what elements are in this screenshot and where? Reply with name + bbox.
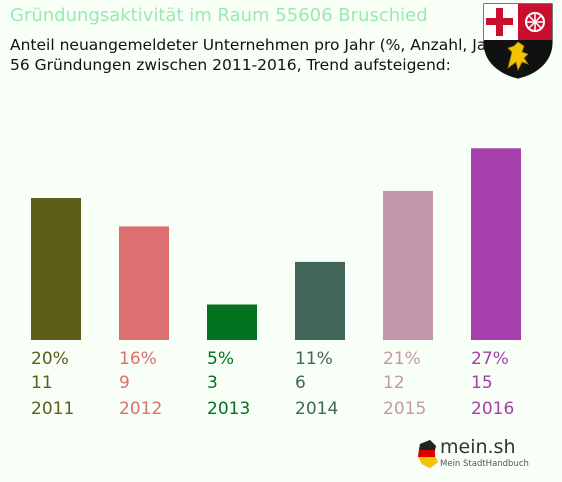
bar-2011	[31, 198, 81, 340]
rhineland-palatinate-coat-of-arms-icon	[483, 3, 553, 79]
bar-2016	[471, 148, 521, 340]
count-label-2011: 11	[31, 373, 53, 393]
logo-tagline: Mein StadtHandbuch	[440, 459, 529, 469]
count-label-2015: 12	[383, 373, 405, 393]
percent-label-2012: 16%	[119, 349, 157, 369]
year-label-2011: 2011	[31, 399, 74, 419]
percent-label-2016: 27%	[471, 349, 509, 369]
mein-sh-logo	[417, 439, 439, 469]
germany-flag-map-icon	[417, 439, 439, 469]
percent-label-2014: 11%	[295, 349, 333, 369]
year-label-2013: 2013	[207, 399, 250, 419]
percent-label-2013: 5%	[207, 349, 234, 369]
year-label-2014: 2014	[295, 399, 338, 419]
year-label-2012: 2012	[119, 399, 162, 419]
subtitle-line-1: Anteil neuangemeldeter Unternehmen pro J…	[10, 36, 509, 54]
count-label-2013: 3	[207, 373, 218, 393]
percent-label-2015: 21%	[383, 349, 421, 369]
bar-chart: 20% 11 2011 16% 9 2012 5% 3 2013 11% 6 2014 21% 12 201…	[31, 148, 521, 419]
year-label-2016: 2016	[471, 399, 514, 419]
count-label-2014: 6	[295, 373, 306, 393]
logo-name[interactable]: mein.sh	[440, 436, 516, 458]
bar-2014	[295, 261, 345, 340]
chart-subtitle: Anteil neuangemeldeter Unternehmen pro J…	[10, 35, 509, 75]
chart-title: Gründungsaktivität im Raum 55606 Bruschi…	[10, 5, 428, 26]
bar-2015	[383, 190, 433, 340]
count-label-2016: 15	[471, 373, 493, 393]
bar-2012	[119, 226, 169, 340]
subtitle-line-2: 56 Gründungen zwischen 2011-2016, Trend …	[10, 56, 451, 74]
year-label-2015: 2015	[383, 399, 426, 419]
percent-label-2011: 20%	[31, 349, 69, 369]
count-label-2012: 9	[119, 373, 130, 393]
bar-2013	[207, 304, 257, 340]
